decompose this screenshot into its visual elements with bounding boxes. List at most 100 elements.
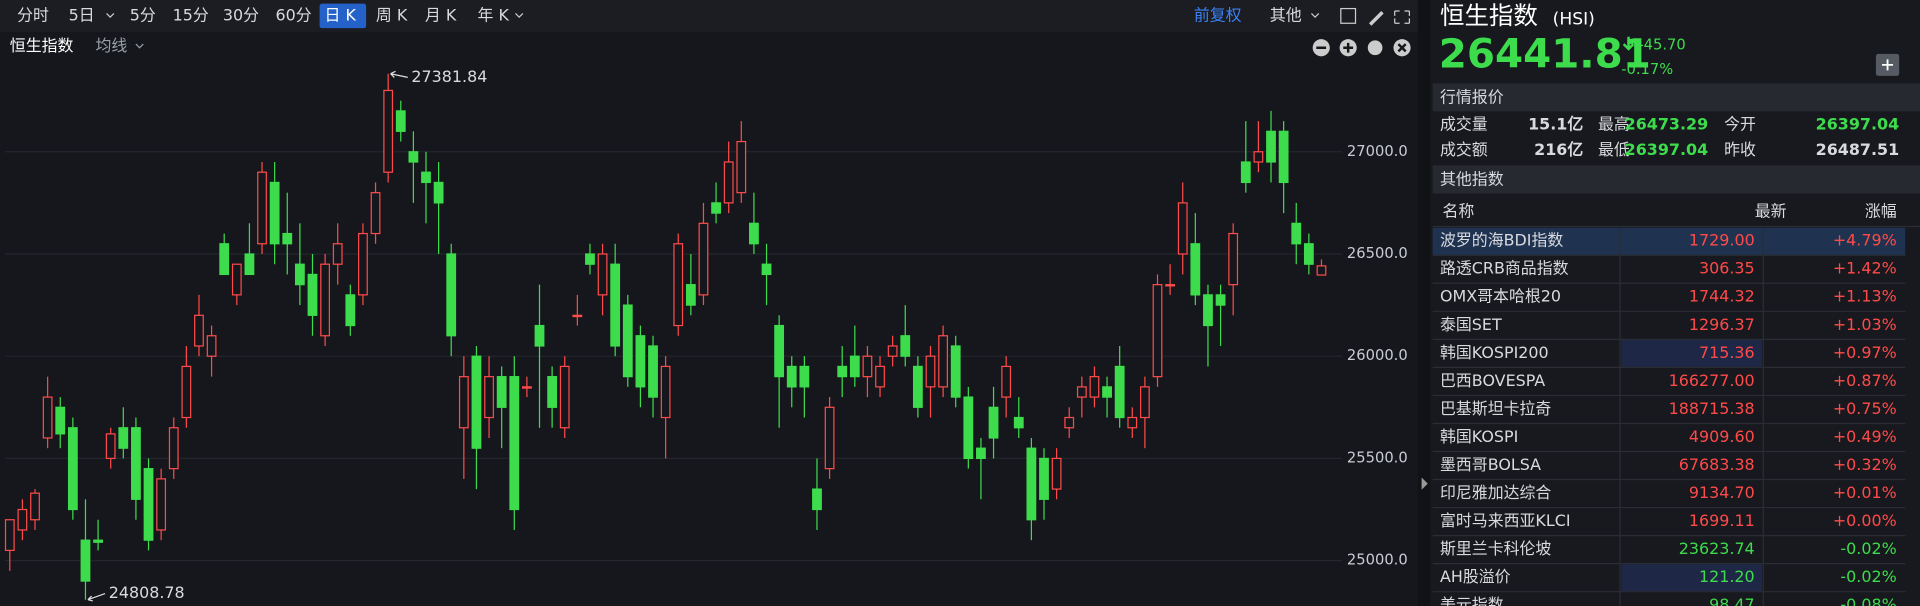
candlestick-chart: 25000.0 25500.0 26000.0 26500.0 27000.0 27381… bbox=[4, 67, 1408, 602]
stat-label: 最高 bbox=[1598, 114, 1630, 133]
index-last: 98.47 bbox=[1709, 595, 1755, 606]
stat-label: 成交额 bbox=[1440, 140, 1488, 159]
index-last: 9134.70 bbox=[1689, 483, 1755, 502]
candle-body bbox=[572, 314, 583, 318]
ma-button[interactable]: 均线 bbox=[96, 36, 128, 55]
candle-body bbox=[1152, 284, 1163, 378]
index-change: +0.49% bbox=[1833, 427, 1897, 446]
candle-body bbox=[610, 263, 621, 347]
index-name[interactable]: 泰国SET bbox=[1440, 315, 1502, 334]
tab[interactable]: 30分 bbox=[223, 5, 259, 24]
stat-value: 26397.04 bbox=[1816, 114, 1900, 133]
candle-body bbox=[458, 376, 469, 429]
stat-value: 26473.29 bbox=[1625, 114, 1709, 133]
candle-body bbox=[547, 376, 558, 408]
candle-body bbox=[4, 519, 15, 552]
candle-body bbox=[143, 468, 154, 541]
index-last: 1744.32 bbox=[1689, 287, 1755, 306]
candle-body bbox=[635, 335, 646, 388]
candle-body bbox=[1203, 294, 1213, 327]
settings-icon[interactable] bbox=[1367, 40, 1383, 56]
tab[interactable]: 15分 bbox=[173, 5, 209, 24]
chart-title: 恒生指数 bbox=[10, 36, 74, 55]
index-change: +0.00% bbox=[1833, 511, 1897, 530]
index-name[interactable]: 韩国KOSPI bbox=[1440, 427, 1518, 446]
more-button[interactable]: 其他 bbox=[1270, 5, 1302, 24]
adjust-button[interactable]: 前复权 bbox=[1194, 5, 1242, 24]
candle-body bbox=[42, 396, 53, 439]
index-change: +0.75% bbox=[1833, 399, 1897, 418]
draw-icon[interactable] bbox=[1368, 11, 1384, 26]
index-name[interactable]: 印尼雅加达综合 bbox=[1440, 483, 1551, 502]
index-name[interactable]: AH股溢价 bbox=[1440, 567, 1511, 586]
candle-body bbox=[156, 478, 167, 531]
candle-body bbox=[1240, 161, 1251, 184]
candle-body bbox=[1089, 376, 1100, 398]
tab[interactable]: 5日 bbox=[69, 5, 95, 24]
cell-highlight bbox=[1621, 564, 1763, 592]
tab[interactable]: 5分 bbox=[130, 5, 156, 24]
plus-icon bbox=[1882, 59, 1894, 71]
row-highlight bbox=[1432, 227, 1906, 255]
candle-body bbox=[509, 376, 520, 511]
collapse-arrow[interactable] bbox=[1421, 477, 1428, 490]
fullscreen-icon[interactable] bbox=[1394, 10, 1410, 24]
tab[interactable]: 年 K bbox=[478, 5, 510, 24]
candle-body bbox=[131, 427, 141, 500]
candle-body bbox=[219, 243, 230, 276]
candle-body bbox=[1102, 386, 1112, 398]
index-name[interactable]: 墨西哥BOLSA bbox=[1440, 455, 1541, 474]
candle-body bbox=[206, 335, 217, 357]
index-last: 1296.37 bbox=[1689, 315, 1755, 334]
candle-body bbox=[67, 427, 78, 511]
candle-body bbox=[269, 181, 280, 245]
candle-body bbox=[812, 488, 822, 511]
candle-body bbox=[837, 365, 848, 378]
layout-icon[interactable] bbox=[1340, 7, 1357, 24]
index-change: +0.97% bbox=[1833, 343, 1897, 362]
low-label: 24808.78 bbox=[109, 583, 185, 602]
candle-body bbox=[534, 324, 545, 347]
candle-body bbox=[761, 263, 772, 276]
candle-body bbox=[925, 355, 936, 388]
index-name[interactable]: 巴西BOVESPA bbox=[1440, 371, 1545, 390]
candle-body bbox=[1064, 416, 1075, 429]
chart-panel bbox=[0, 33, 1423, 606]
index-change: -0.08% bbox=[1840, 595, 1896, 606]
tab[interactable]: 60分 bbox=[276, 5, 312, 24]
index-last: 1699.11 bbox=[1689, 511, 1755, 530]
index-name[interactable]: 路透CRB商品指数 bbox=[1440, 259, 1569, 278]
tab[interactable]: 月 K bbox=[425, 5, 457, 24]
candle-body bbox=[597, 253, 608, 296]
tab[interactable]: 日 K bbox=[324, 5, 356, 24]
candle-body bbox=[370, 192, 381, 235]
section-header bbox=[1432, 165, 1920, 194]
candle-body bbox=[1303, 243, 1314, 265]
candle-body bbox=[875, 365, 885, 388]
index-name[interactable]: 韩国KOSPI200 bbox=[1440, 343, 1549, 362]
index-name[interactable]: 巴基斯坦卡拉奇 bbox=[1440, 399, 1551, 418]
candle-body bbox=[320, 263, 331, 337]
index-name[interactable]: 波罗的海BDI指数 bbox=[1440, 231, 1563, 250]
index-name[interactable]: 美元指数 bbox=[1440, 595, 1504, 606]
tab[interactable]: 周 K bbox=[376, 5, 408, 24]
candle-body bbox=[1253, 151, 1264, 163]
index-name[interactable]: 斯里兰卡科伦坡 bbox=[1440, 539, 1551, 558]
candle-body bbox=[648, 345, 658, 398]
stat-label: 昨收 bbox=[1724, 140, 1756, 159]
stat-value: 26487.51 bbox=[1816, 140, 1900, 159]
candle-body bbox=[799, 365, 810, 388]
candle-body bbox=[1114, 365, 1125, 419]
section-header bbox=[1432, 83, 1920, 112]
candle-body bbox=[1190, 243, 1201, 296]
index-name[interactable]: OMX哥本哈根20 bbox=[1440, 287, 1561, 306]
tabs: 分时 5日 5分 15分 30分 60分日 K 周 K 月 K 年 K bbox=[17, 5, 524, 24]
tab[interactable]: 分时 bbox=[17, 5, 49, 24]
candle-body bbox=[1266, 130, 1276, 163]
stat-value: 26397.04 bbox=[1625, 140, 1709, 159]
index-name[interactable]: 富时马来西亚KLCI bbox=[1440, 511, 1571, 530]
candle-body bbox=[749, 222, 759, 245]
candle-body bbox=[1076, 386, 1087, 398]
index-change: -0.02% bbox=[1840, 567, 1896, 586]
y-tick-label: 26500.0 bbox=[1347, 245, 1408, 262]
